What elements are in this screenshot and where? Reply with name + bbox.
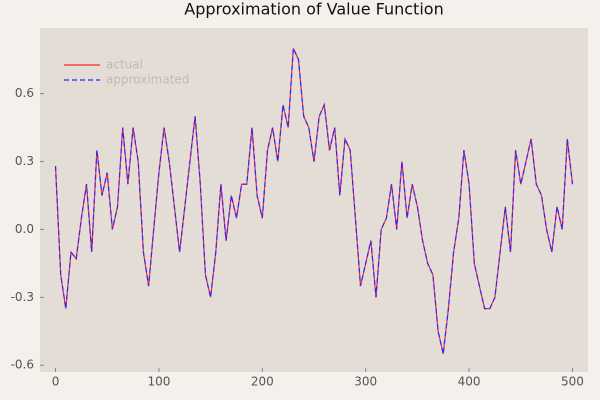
legend-label: approximated xyxy=(106,73,189,87)
y-tick-label: -0.3 xyxy=(11,290,34,304)
legend-label: actual xyxy=(106,58,143,72)
x-tick-label: 100 xyxy=(147,375,170,389)
y-tick-label: 0.3 xyxy=(15,154,34,168)
chart-title: Approximation of Value Function xyxy=(184,0,443,19)
x-tick-label: 0 xyxy=(52,375,60,389)
x-tick-label: 300 xyxy=(354,375,377,389)
x-tick-label: 200 xyxy=(251,375,274,389)
series-line xyxy=(54,48,574,355)
y-tick-label: 0.6 xyxy=(15,86,34,100)
y-tick-label: 0.0 xyxy=(15,222,34,236)
x-tick-label: 500 xyxy=(561,375,584,389)
plot-area xyxy=(40,28,588,372)
y-tick-label: -0.6 xyxy=(11,358,34,372)
x-tick-label: 400 xyxy=(458,375,481,389)
